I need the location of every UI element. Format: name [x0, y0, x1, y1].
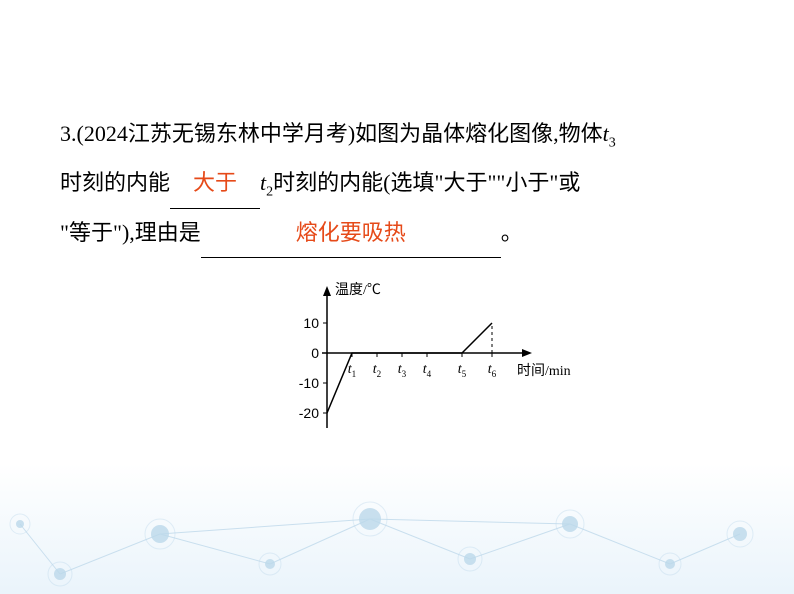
svg-text:t6: t6 [488, 362, 497, 379]
answer-blank-1: 大于 [170, 159, 260, 208]
question-number: 3. [60, 121, 77, 146]
svg-text:-20: -20 [299, 405, 319, 421]
melting-chart: 温度/℃ 时间/min 10 0 -10 -20 t1 t2 t3 t4 t5 t6 [217, 278, 577, 468]
q-part-a: 如图为晶体熔化图像,物体 [355, 121, 603, 146]
svg-text:t4: t4 [423, 362, 432, 379]
question-block: 3.(2024江苏无锡东林中学月考)如图为晶体熔化图像,物体 t3 时刻的内能大于… [0, 0, 794, 468]
chart-container: 温度/℃ 时间/min 10 0 -10 -20 t1 t2 t3 t4 t5 t6 [60, 278, 734, 468]
q-part-e: 。 [501, 220, 523, 245]
question-source: (2024江苏无锡东林中学月考) [77, 121, 356, 146]
svg-text:t5: t5 [458, 362, 467, 379]
svg-text:时间/min: 时间/min [517, 363, 571, 379]
svg-text:t1: t1 [348, 362, 356, 379]
svg-text:t3: t3 [398, 362, 407, 379]
q-part-c: 时刻的内能(选填"大于""小于"或 [273, 170, 580, 195]
q-part-b: 时刻的内能 [60, 170, 170, 195]
answer-blank-2: 熔化要吸热 [201, 209, 501, 258]
svg-text:10: 10 [303, 315, 319, 331]
q-part-d: "等于"),理由是 [60, 220, 201, 245]
decorative-background [0, 464, 794, 594]
sub-3: 3 [609, 135, 616, 150]
svg-text:-10: -10 [299, 375, 319, 391]
svg-text:t2: t2 [373, 362, 382, 379]
svg-text:0: 0 [311, 345, 319, 361]
svg-text:温度/℃: 温度/℃ [335, 282, 381, 298]
question-text: 3.(2024江苏无锡东林中学月考)如图为晶体熔化图像,物体t3 时刻的内能大于… [60, 110, 734, 258]
